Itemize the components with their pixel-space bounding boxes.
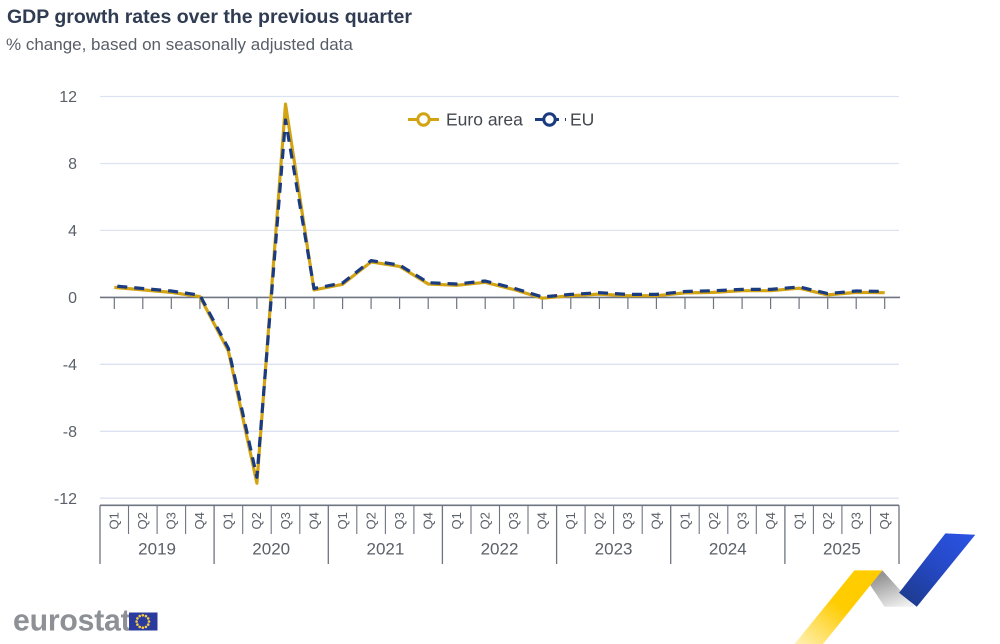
svg-text:Q3: Q3: [506, 512, 521, 529]
svg-text:Q4: Q4: [649, 512, 664, 529]
svg-text:Q4: Q4: [192, 512, 207, 529]
svg-text:Q4: Q4: [535, 512, 550, 529]
svg-text:2023: 2023: [595, 540, 633, 559]
svg-text:Q4: Q4: [421, 512, 436, 529]
svg-text:Q3: Q3: [734, 512, 749, 529]
svg-text:Q2: Q2: [135, 512, 150, 529]
svg-text:Q2: Q2: [706, 512, 721, 529]
svg-text:Q1: Q1: [563, 512, 578, 529]
svg-text:-8: -8: [63, 424, 77, 441]
svg-text:-4: -4: [63, 357, 77, 374]
svg-text:EU: EU: [570, 110, 594, 130]
svg-text:Q2: Q2: [363, 512, 378, 529]
svg-text:2022: 2022: [481, 540, 519, 559]
svg-text:Q2: Q2: [478, 512, 493, 529]
svg-text:Q1: Q1: [449, 512, 464, 529]
svg-text:2024: 2024: [709, 540, 747, 559]
svg-text:Euro area: Euro area: [446, 110, 523, 130]
svg-text:Q4: Q4: [306, 512, 321, 529]
svg-text:Q1: Q1: [677, 512, 692, 529]
svg-text:2021: 2021: [366, 540, 404, 559]
svg-text:Q1: Q1: [107, 512, 122, 529]
svg-text:eurostat: eurostat: [13, 605, 131, 638]
svg-text:2020: 2020: [252, 540, 290, 559]
svg-text:Q3: Q3: [392, 512, 407, 529]
svg-text:Q2: Q2: [249, 512, 264, 529]
svg-text:0: 0: [68, 290, 77, 307]
svg-text:2025: 2025: [823, 540, 861, 559]
svg-text:4: 4: [68, 223, 77, 240]
svg-text:-12: -12: [54, 491, 77, 508]
svg-text:Q2: Q2: [592, 512, 607, 529]
svg-text:Q3: Q3: [164, 512, 179, 529]
svg-text:GDP growth rates over the prev: GDP growth rates over the previous quart…: [7, 6, 412, 28]
svg-text:Q1: Q1: [335, 512, 350, 529]
svg-text:Q3: Q3: [849, 512, 864, 529]
svg-text:Q4: Q4: [763, 512, 778, 529]
svg-text:Q4: Q4: [877, 512, 892, 529]
svg-text:8: 8: [68, 156, 77, 173]
svg-text:Q3: Q3: [620, 512, 635, 529]
svg-text:% change, based on seasonally: % change, based on seasonally adjusted d…: [6, 35, 353, 54]
svg-text:Q1: Q1: [221, 512, 236, 529]
svg-text:2019: 2019: [138, 540, 176, 559]
svg-text:Q2: Q2: [820, 512, 835, 529]
svg-text:Q3: Q3: [278, 512, 293, 529]
svg-text:Q1: Q1: [791, 512, 806, 529]
svg-text:12: 12: [59, 89, 77, 106]
